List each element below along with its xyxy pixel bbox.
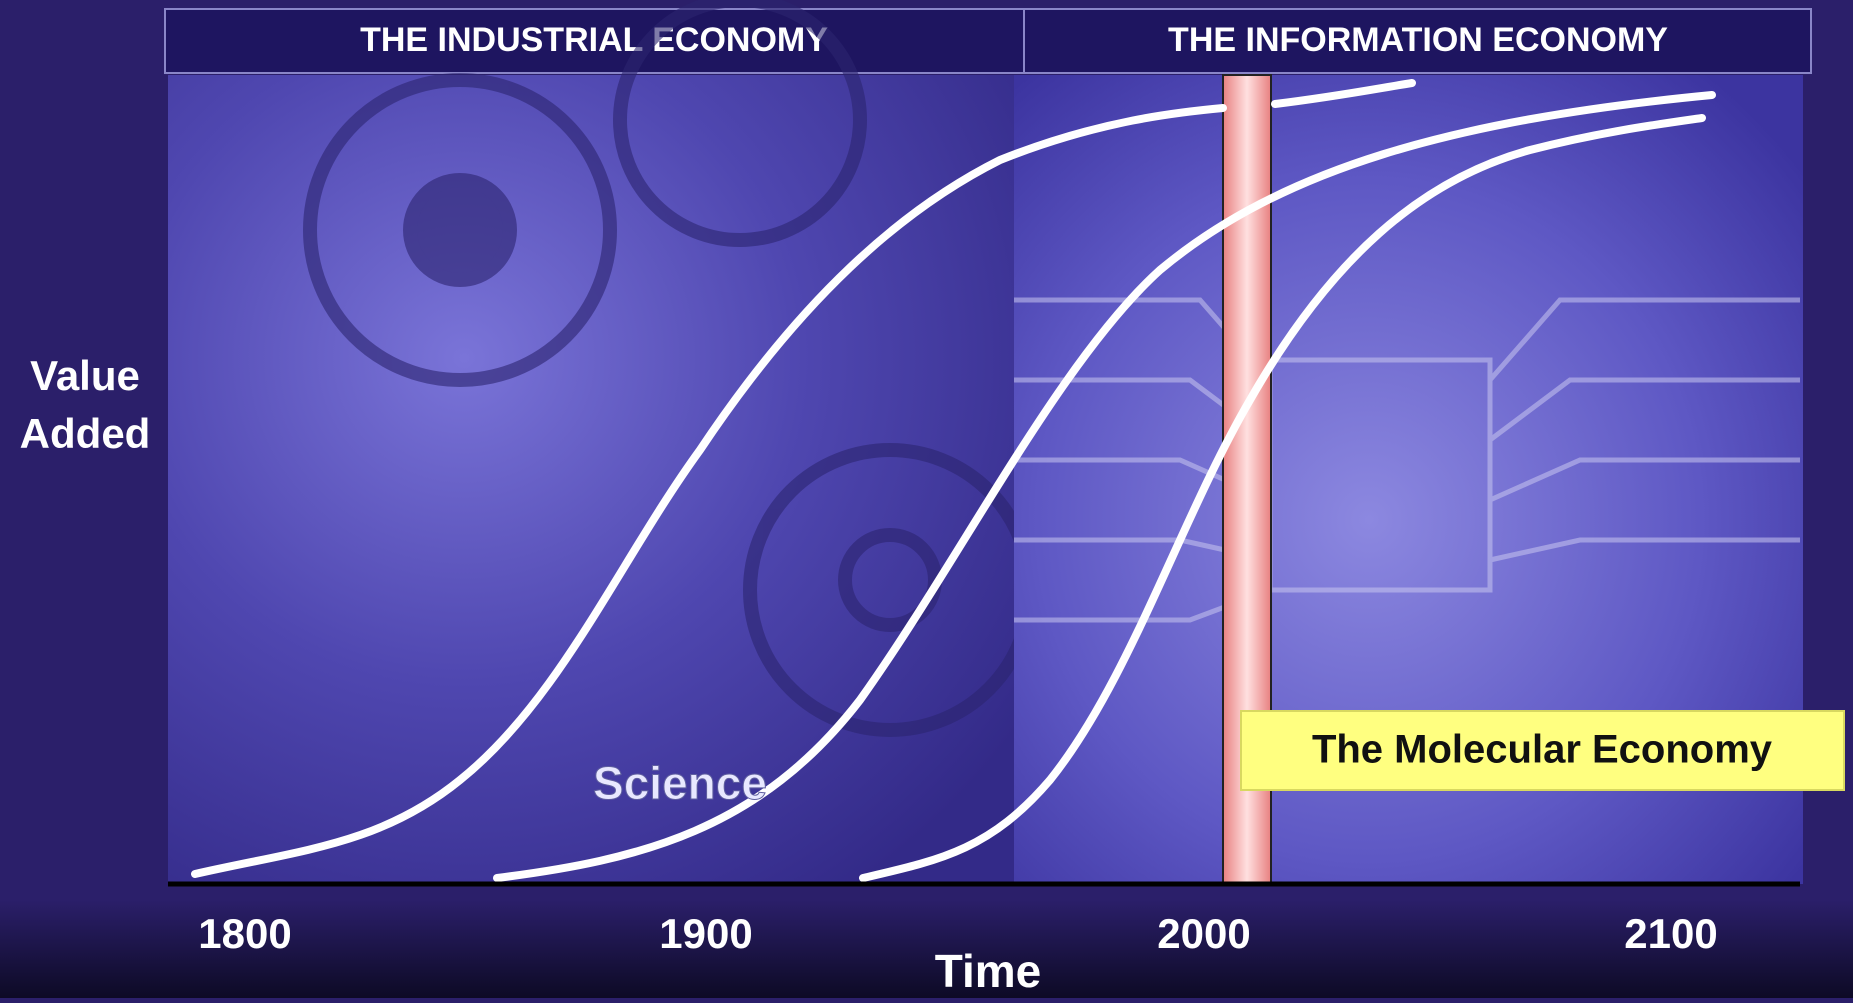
bottom-band (0, 900, 1853, 998)
header-left: THE INDUSTRIAL ECONOMY (360, 21, 828, 59)
x-axis-label: Time (935, 945, 1042, 997)
header-bar (164, 8, 1812, 74)
x-tick-label: 1800 (198, 910, 291, 957)
header-right: THE INFORMATION ECONOMY (1168, 21, 1668, 59)
gears-photo (168, 75, 1014, 884)
molecular-box (1240, 710, 1845, 791)
information-curve (493, 91, 1716, 882)
science-label: Science (593, 757, 767, 809)
y-label-line1: Value (30, 352, 140, 399)
x-tick-label: 2000 (1157, 910, 1250, 957)
industrial-curve (191, 104, 1227, 878)
molecular-label: The Molecular Economy (1312, 728, 1773, 772)
s-curves (191, 79, 1716, 882)
industrial-curve-tail (1271, 79, 1416, 108)
y-label-line2: Added (20, 410, 151, 457)
x-tick-label: 2100 (1624, 910, 1717, 957)
x-tick-label: 1900 (659, 910, 752, 957)
molecular-curve (859, 114, 1706, 882)
